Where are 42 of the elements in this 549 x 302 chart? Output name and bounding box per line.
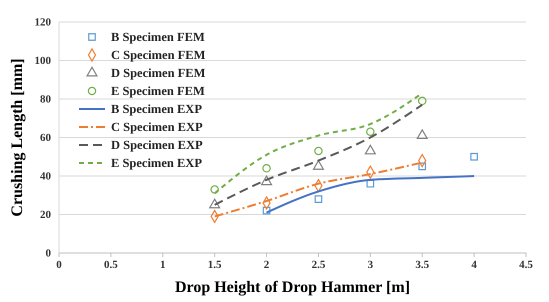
legend-label: E Specimen FEM xyxy=(111,84,205,98)
point xyxy=(366,127,375,136)
legend-label: D Specimen EXP xyxy=(111,138,204,152)
point xyxy=(210,185,219,194)
legend-label: E Specimen EXP xyxy=(111,156,202,170)
point xyxy=(262,206,270,214)
point xyxy=(314,195,322,203)
y-tick-label: 20 xyxy=(40,209,52,222)
legend-label: C Specimen FEM xyxy=(111,48,206,62)
point xyxy=(262,164,271,173)
x-tick-label: 1.5 xyxy=(208,258,222,271)
x-tick-label: 1 xyxy=(160,258,166,271)
x-tick-label: 4 xyxy=(471,258,478,271)
y-axis-title: Crushing Length [mm] xyxy=(9,58,26,217)
point xyxy=(364,144,376,154)
y-tick-label: 40 xyxy=(40,170,52,183)
y-tick-label: 100 xyxy=(34,55,52,68)
point xyxy=(314,146,323,156)
y-tick-label: 60 xyxy=(40,132,52,144)
y-tick-label: 0 xyxy=(46,248,52,260)
x-tick-label: 2.5 xyxy=(312,258,326,271)
x-axis-title: Drop Height of Drop Hammer [m] xyxy=(174,279,410,296)
point xyxy=(418,162,426,170)
x-tick-label: 4.5 xyxy=(519,258,534,271)
point xyxy=(261,175,272,186)
legend-label: D Specimen FEM xyxy=(111,66,206,80)
x-tick-label: 3.5 xyxy=(415,258,430,271)
point xyxy=(366,180,374,188)
legend-label: B Specimen EXP xyxy=(111,102,202,116)
point xyxy=(312,160,324,170)
x-tick-label: 0 xyxy=(56,258,62,271)
point xyxy=(209,198,220,208)
x-tick-label: 0.5 xyxy=(104,258,118,271)
x-tick-label: 3 xyxy=(368,258,374,271)
legend-label: C Specimen EXP xyxy=(111,120,204,134)
x-tick-label: 2 xyxy=(264,258,270,271)
point xyxy=(416,129,428,140)
legend-label: B Specimen FEM xyxy=(111,30,205,44)
point xyxy=(418,96,426,106)
y-tick-label: 80 xyxy=(40,94,52,106)
point xyxy=(470,152,478,161)
y-tick-label: 120 xyxy=(34,16,52,29)
